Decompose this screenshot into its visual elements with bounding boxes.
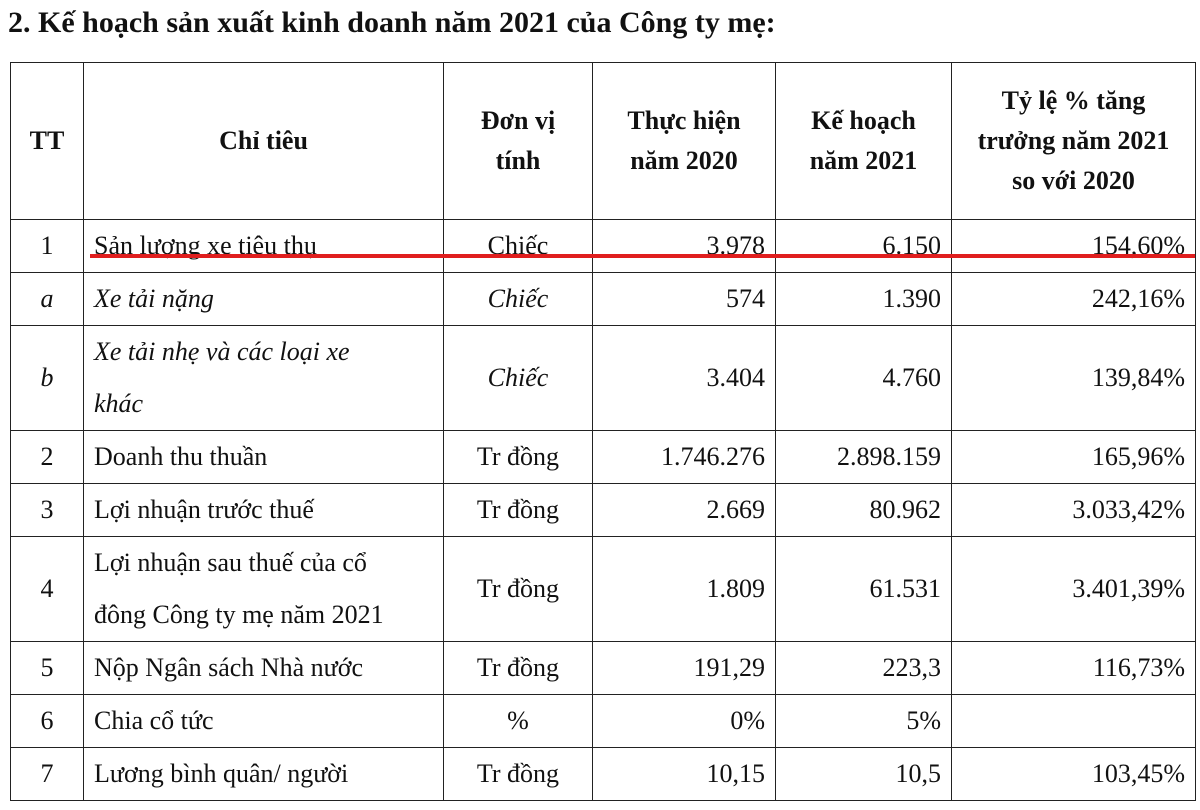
table-cell: 10,5 bbox=[775, 747, 952, 801]
table-cell: Chiếc bbox=[443, 325, 593, 431]
table-row: 1 Sản lượng xe tiêu thụ Chiếc 3.978 6.150 154… bbox=[10, 219, 1196, 273]
table-cell: 61.531 bbox=[775, 536, 952, 642]
table-cell: Chiếc bbox=[443, 219, 593, 273]
table-cell: 2.669 bbox=[592, 483, 776, 537]
header-cell: TT bbox=[10, 62, 84, 220]
table-row: 4 Lợi nhuận sau thuế của cổ đông Công ty m… bbox=[10, 536, 1196, 642]
plan-table: TT Chỉ tiêu Đơn vị tính Thực hiện năm 2020 Kế … bbox=[10, 62, 1196, 801]
table-cell: 6.150 bbox=[775, 219, 952, 273]
table-cell: 139,84% bbox=[951, 325, 1196, 431]
table-cell: 0% bbox=[592, 694, 776, 748]
table-cell: 223,3 bbox=[775, 641, 952, 695]
red-underline bbox=[90, 254, 1195, 258]
table-cell: b bbox=[10, 325, 84, 431]
header-row: TT Chỉ tiêu Đơn vị tính Thực hiện năm 2020 Kế … bbox=[10, 62, 1196, 220]
table-cell: 1.809 bbox=[592, 536, 776, 642]
cell-line: Tỷ lệ % tăng bbox=[1001, 86, 1146, 115]
table-cell: 191,29 bbox=[592, 641, 776, 695]
header-cell: Chỉ tiêu bbox=[83, 62, 444, 220]
table-cell: Lợi nhuận sau thuế của cổ đông Công ty mẹ… bbox=[83, 536, 444, 642]
cell-line: so với 2020 bbox=[1012, 166, 1135, 195]
table-cell: Sản lượng xe tiêu thụ bbox=[83, 219, 444, 273]
table-cell: Tr đồng bbox=[443, 641, 593, 695]
cell-line: TT bbox=[29, 126, 65, 155]
table-cell: 574 bbox=[592, 272, 776, 326]
table-row: 3 Lợi nhuận trước thuế Tr đồng 2.669 80.962 3… bbox=[10, 483, 1196, 537]
table-cell: 5 bbox=[10, 641, 84, 695]
cell-line: năm 2020 bbox=[630, 146, 738, 175]
cell-line: Thực hiện bbox=[627, 106, 741, 135]
table-cell: 242,16% bbox=[951, 272, 1196, 326]
cell-line: khác bbox=[94, 389, 144, 418]
table-cell: 7 bbox=[10, 747, 84, 801]
cell-line: Lợi nhuận sau thuế của cổ bbox=[94, 548, 367, 577]
table-cell: % bbox=[443, 694, 593, 748]
table-row: 5 Nộp Ngân sách Nhà nước Tr đồng 191,29 223,… bbox=[10, 641, 1196, 695]
table-cell: 1.746.276 bbox=[592, 430, 776, 484]
table-cell: 154,60% bbox=[951, 219, 1196, 273]
table-cell: 4 bbox=[10, 536, 84, 642]
table-cell: 1.390 bbox=[775, 272, 952, 326]
table-cell: Chiếc bbox=[443, 272, 593, 326]
table-cell: 3.033,42% bbox=[951, 483, 1196, 537]
table-row: a Xe tải nặng Chiếc 574 1.390 242,16% bbox=[10, 272, 1196, 326]
cell-line: Kế hoạch bbox=[811, 106, 916, 135]
table-cell: a bbox=[10, 272, 84, 326]
header-cell: Tỷ lệ % tăng trưởng năm 2021 so với 2020 bbox=[951, 62, 1196, 220]
table-cell: Tr đồng bbox=[443, 430, 593, 484]
table-cell: Tr đồng bbox=[443, 483, 593, 537]
table-cell: Xe tải nặng bbox=[83, 272, 444, 326]
header-cell: Thực hiện năm 2020 bbox=[592, 62, 776, 220]
cell-line: Xe tải nhẹ và các loại xe bbox=[94, 337, 350, 366]
cell-line: Đơn vị bbox=[480, 106, 556, 135]
table-cell: Lương bình quân/ người bbox=[83, 747, 444, 801]
cell-line: năm 2021 bbox=[809, 146, 918, 175]
table-cell: 2.898.159 bbox=[775, 430, 952, 484]
cell-line: tính bbox=[495, 146, 541, 175]
table-cell: 3.401,39% bbox=[951, 536, 1196, 642]
table-cell: 80.962 bbox=[775, 483, 952, 537]
cell-line: đông Công ty mẹ năm 2021 bbox=[94, 600, 384, 629]
header-cell: Kế hoạch năm 2021 bbox=[775, 62, 952, 220]
header-cell: Đơn vị tính bbox=[443, 62, 593, 220]
table-cell: Nộp Ngân sách Nhà nước bbox=[83, 641, 444, 695]
table-cell: 165,96% bbox=[951, 430, 1196, 484]
table-cell: 10,15 bbox=[592, 747, 776, 801]
table-row: 7 Lương bình quân/ người Tr đồng 10,15 10,5 1… bbox=[10, 747, 1196, 801]
table-row: b Xe tải nhẹ và các loại xe khác Chiếc 3.404… bbox=[10, 325, 1196, 431]
table-row: 2 Doanh thu thuần Tr đồng 1.746.276 2.898.15… bbox=[10, 430, 1196, 484]
table-cell: Xe tải nhẹ và các loại xe khác bbox=[83, 325, 444, 431]
table-cell: 103,45% bbox=[951, 747, 1196, 801]
table-cell: Doanh thu thuần bbox=[83, 430, 444, 484]
table-cell: Tr đồng bbox=[443, 536, 593, 642]
table-cell: 3.404 bbox=[592, 325, 776, 431]
cell-line: Chỉ tiêu bbox=[219, 126, 308, 155]
table-cell: Chia cổ tức bbox=[83, 694, 444, 748]
table-row: 6 Chia cổ tức% 0% 5% bbox=[10, 694, 1196, 748]
table-cell bbox=[951, 694, 1196, 748]
table-cell: 2 bbox=[10, 430, 84, 484]
table-cell: Lợi nhuận trước thuế bbox=[83, 483, 444, 537]
table-cell: Tr đồng bbox=[443, 747, 593, 801]
section-title: 2. Kế hoạch sản xuất kinh doanh năm 2021… bbox=[8, 6, 776, 39]
table-cell: 116,73% bbox=[951, 641, 1196, 695]
table-cell: 3.978 bbox=[592, 219, 776, 273]
table-cell: 4.760 bbox=[775, 325, 952, 431]
cell-line: trưởng năm 2021 bbox=[977, 126, 1170, 155]
table-cell: 5% bbox=[775, 694, 952, 748]
table-cell: 6 bbox=[10, 694, 84, 748]
table-cell: 1 bbox=[10, 219, 84, 273]
table-cell: 3 bbox=[10, 483, 84, 537]
